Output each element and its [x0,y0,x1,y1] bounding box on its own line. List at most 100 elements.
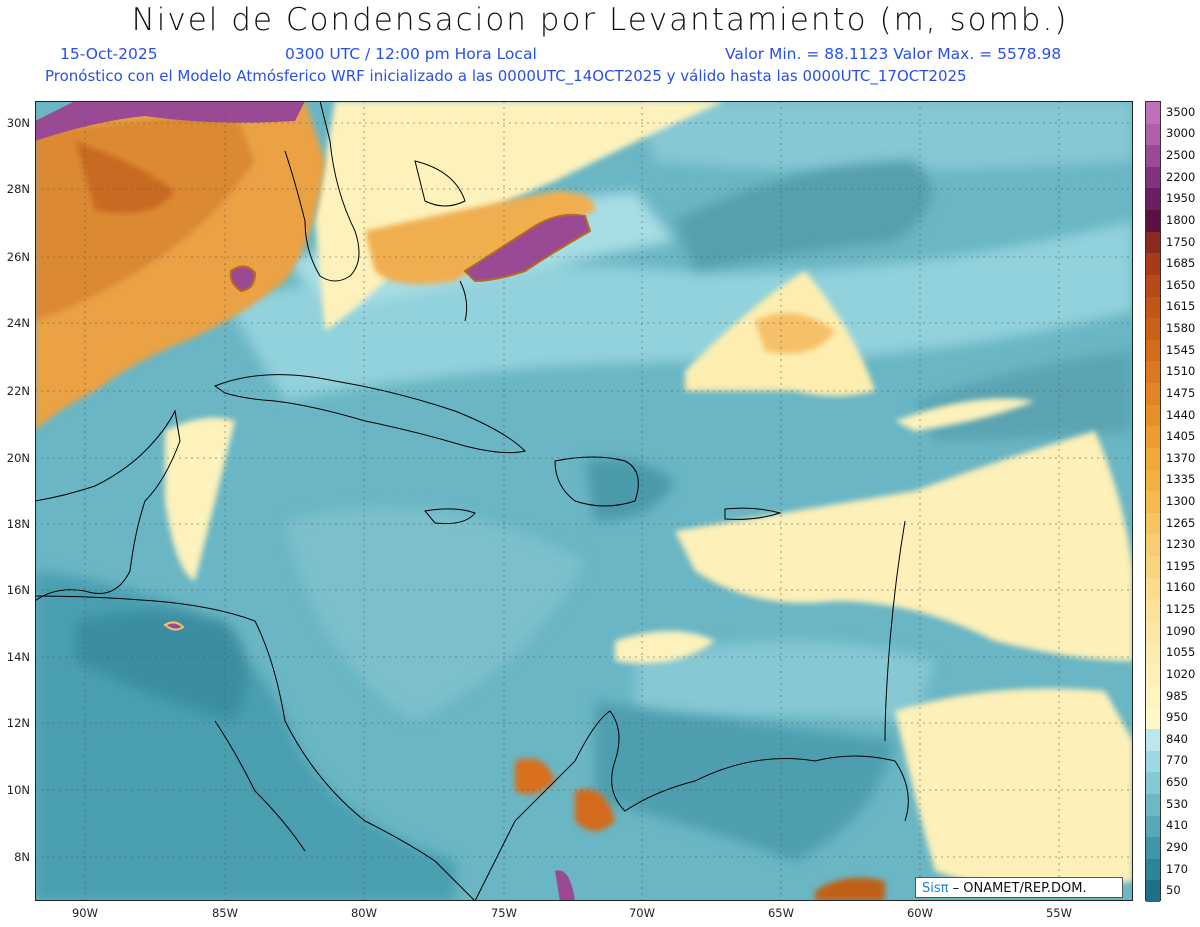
lat-label: 20N [6,451,30,465]
lat-label: 22N [6,384,30,398]
lon-label: 90W [71,906,98,920]
lat-label: 24N [6,316,30,330]
colorbar-label: 1750 [1166,234,1196,249]
colorbar-label: 3500 [1166,104,1196,119]
colorbar-label: 1160 [1166,580,1196,595]
colorbar-label: 1265 [1166,515,1196,530]
colorbar-swatch [1146,620,1160,644]
colorbar-swatch [1146,729,1160,752]
colorbar-label: 50 [1166,883,1181,898]
colorbar-label: 1545 [1166,342,1196,357]
colorbar-swatch [1146,188,1160,211]
colorbar-label: 290 [1166,839,1188,854]
coastlines [35,101,909,901]
colorbar-swatch [1146,166,1160,189]
lon-label: 55W [1045,906,1072,920]
colorbar-swatch [1146,577,1160,600]
colorbar-swatch [1146,296,1160,319]
colorbar-swatch [1146,404,1160,427]
colorbar-label: 1370 [1166,450,1196,465]
colorbar-label: 1800 [1166,212,1196,227]
colorbar-label: 950 [1166,710,1188,725]
colorbar-label: 1300 [1166,494,1196,508]
colorbar-label: 985 [1166,688,1188,703]
lon-label: 65W [767,906,794,920]
lat-label: 12N [6,716,30,730]
colorbar-label: 1615 [1166,299,1196,314]
map-panel [35,101,1133,901]
colorbar-swatch [1146,772,1160,795]
colorbar-swatch [1146,815,1160,838]
min-max-values: Valor Min. = 88.1123 Valor Max. = 5578.9… [725,45,1062,63]
colorbar-swatch [1146,383,1160,406]
colorbar-swatch [1146,318,1160,341]
lat-label: 8N [14,850,30,864]
colorbar-swatch [1146,361,1160,384]
lon-label: 70W [628,906,655,920]
colorbar-swatch [1146,750,1160,773]
colorbar-swatch [1146,274,1160,298]
colorbar-swatch [1146,447,1160,471]
colorbar-swatch [1146,837,1160,860]
colorbar-swatch [1146,123,1160,146]
lon-label: 60W [906,906,933,920]
colorbar-swatch [1146,880,1160,903]
colorbar-swatch [1146,253,1160,276]
lat-label: 30N [6,116,30,130]
model-info: Pronóstico con el Modelo Atmósferico WRF… [45,67,967,85]
colorbar-label: 1020 [1166,666,1196,681]
colorbar-label: 3000 [1166,126,1196,141]
colorbar-swatch [1146,599,1160,622]
colorbar-swatch [1146,707,1160,730]
colorbar-label: 1580 [1166,321,1196,336]
lat-label: 16N [6,583,30,597]
graticule [35,101,1133,901]
colorbar-label: 1055 [1166,645,1196,660]
forecast-time: 0300 UTC / 12:00 pm Hora Local [285,45,537,63]
colorbar-label: 170 [1166,861,1188,876]
colorbar-label: 1335 [1166,472,1196,487]
yellow-zones [165,101,1133,889]
colorbar-swatch [1146,339,1160,362]
colorbar-swatch [1146,145,1160,168]
colorbar-swatch [1146,210,1160,233]
colorbar-swatch [1146,556,1160,579]
credit-box: Sisπ – ONAMET/REP.DOM. [915,877,1123,898]
colorbar-label: 650 [1166,775,1188,790]
lon-label: 80W [350,906,377,920]
orange-zones [35,101,885,901]
colorbar-swatch [1146,469,1160,492]
colorbar-swatch [1146,858,1160,881]
credit-brand: Sisπ [922,881,949,896]
lon-label: 85W [211,906,238,920]
colorbar-swatch [1146,534,1160,557]
colorbar-label: 2500 [1166,148,1196,163]
colorbar-label: 1195 [1166,558,1196,573]
colorbar-swatch [1146,793,1160,816]
colorbar-swatch [1146,231,1160,254]
colorbar-label: 410 [1166,818,1188,833]
colorbar-label: 1685 [1166,256,1196,271]
colorbar-swatch [1146,102,1160,125]
colorbar-label: 1405 [1166,429,1196,444]
colorbar-label: 2200 [1166,169,1196,184]
colorbar-swatch [1146,426,1160,449]
credit-text: – ONAMET/REP.DOM. [948,881,1087,896]
colorbar-label: 770 [1166,753,1188,768]
colorbar [1145,101,1161,903]
colorbar-label: 1475 [1166,385,1196,400]
colorbar-swatch [1146,512,1160,535]
colorbar-label: 1090 [1166,623,1196,638]
colorbar-label: 530 [1166,796,1188,811]
colorbar-label: 840 [1166,731,1188,746]
lat-label: 26N [6,250,30,264]
lat-label: 14N [6,650,30,664]
lat-label: 10N [6,783,30,797]
colorbar-label: 1510 [1166,364,1196,379]
colorbar-label: 1440 [1166,407,1196,422]
lat-label: 28N [6,182,30,196]
colorbar-swatch [1146,664,1160,687]
colorbar-swatch [1146,685,1160,708]
colorbar-label: 1125 [1166,602,1196,617]
colorbar-label: 1230 [1166,537,1196,552]
